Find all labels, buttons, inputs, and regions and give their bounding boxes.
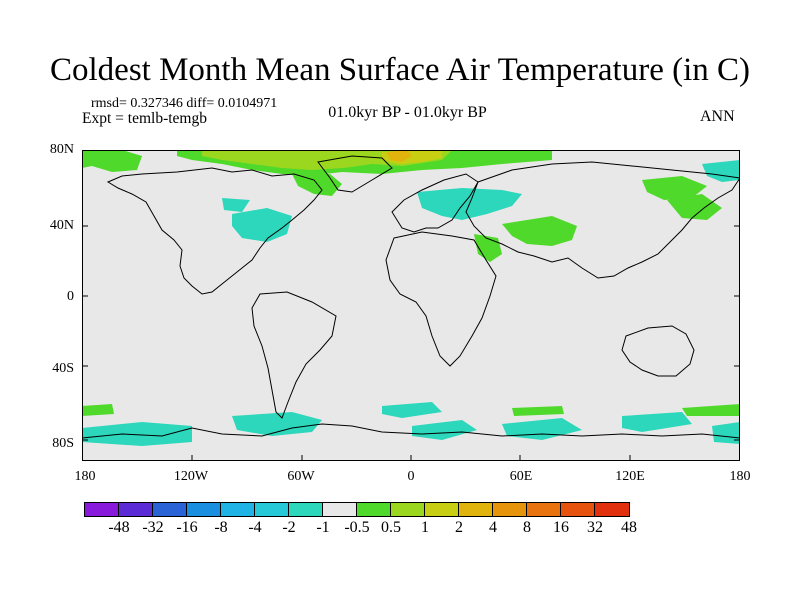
colorbar-label: -48: [108, 519, 130, 536]
lat-label-80s: 80S: [52, 436, 74, 451]
lat-label-40n: 40N: [49, 218, 74, 233]
coast-greenland: [317, 155, 393, 193]
patch-so-cyan-7: [712, 422, 740, 444]
lat-label-80n: 80N: [49, 142, 74, 157]
colorbar-label: -4: [248, 519, 262, 536]
colorbar-label: -8: [214, 519, 228, 536]
colorbar-label: -16: [176, 519, 198, 536]
coast-north-america: [106, 167, 323, 295]
colorbar-label: 8: [523, 519, 531, 536]
map-plot: [82, 150, 740, 461]
lon-label-180w: 180: [74, 469, 96, 484]
colorbar-cell: [459, 503, 493, 516]
colorbar-cell: [289, 503, 323, 516]
coast-australia: [621, 325, 695, 377]
colorbar-label: -0.5: [344, 519, 370, 536]
colorbar-cell: [255, 503, 289, 516]
coast-south-america: [251, 291, 337, 419]
colorbar-cell: [357, 503, 391, 516]
patch-nw-green: [82, 150, 142, 172]
colorbar-label: 48: [621, 519, 637, 536]
colorbar-cell: [85, 503, 119, 516]
lon-label-120e: 120E: [615, 469, 645, 484]
stats-label: rmsd= 0.327346 diff= 0.0104971: [91, 96, 278, 111]
lon-label-0: 0: [407, 469, 415, 484]
colorbar-label: -32: [142, 519, 164, 536]
colorbar-cell: [221, 503, 255, 516]
patch-asia-green: [502, 216, 577, 246]
map-ticks: [82, 225, 740, 461]
colorbar: [84, 502, 630, 517]
patch-so-cyan-4: [412, 420, 477, 440]
colorbar-cell: [153, 503, 187, 516]
patch-svalbard-orange: [387, 150, 412, 162]
colorbar-cell: [119, 503, 153, 516]
patch-so-cyan-1: [82, 422, 192, 446]
colorbar-cell: [187, 503, 221, 516]
patch-so-green-1: [82, 404, 114, 416]
patch-siberia-green: [642, 176, 707, 200]
lon-label-60w: 60W: [287, 469, 315, 484]
season-label: ANN: [700, 108, 735, 125]
colorbar-cell: [323, 503, 357, 516]
colorbar-cell: [425, 503, 459, 516]
experiment-label: Expt = temlb-temgb: [82, 110, 207, 127]
period-label: 01.0kyr BP - 01.0kyr BP: [328, 104, 487, 121]
colorbar-label: 4: [489, 519, 497, 536]
colorbar-cell: [493, 503, 527, 516]
patch-so-cyan-3: [382, 402, 442, 418]
patch-ne-asia-green: [667, 194, 722, 220]
coast-asia: [465, 161, 740, 279]
patch-na-cyan-2: [222, 198, 250, 212]
patch-alaska-green: [292, 174, 342, 196]
lon-label-120w: 120W: [173, 469, 209, 484]
patch-so-cyan-2: [232, 412, 322, 436]
colorbar-cell: [391, 503, 425, 516]
coast-antarctica: [82, 423, 740, 439]
lat-label-0: 0: [67, 289, 74, 304]
colorbar-label: 32: [587, 519, 603, 536]
patch-so-green-2: [512, 406, 564, 416]
lon-label-180e: 180: [729, 469, 751, 484]
coast-europe: [391, 173, 479, 233]
chart-title: Coldest Month Mean Surface Air Temperatu…: [50, 52, 750, 88]
colorbar-label: -1: [316, 519, 330, 536]
colorbar-cell: [527, 503, 561, 516]
coastlines: [82, 155, 740, 439]
colorbar-label: 1: [421, 519, 429, 536]
lat-label-40s: 40S: [52, 361, 74, 376]
colorbar-cell: [595, 503, 629, 516]
patch-so-cyan-6: [622, 412, 692, 432]
colorbar-label: 0.5: [381, 519, 401, 536]
coast-africa: [385, 231, 497, 367]
patch-na-east-cyan: [232, 208, 292, 242]
lon-label-60e: 60E: [509, 469, 533, 484]
colorbar-label: -2: [282, 519, 296, 536]
colorbar-label: 2: [455, 519, 463, 536]
colorbar-label: 16: [553, 519, 569, 536]
colorbar-cell: [561, 503, 595, 516]
patch-so-green-3: [682, 404, 740, 416]
